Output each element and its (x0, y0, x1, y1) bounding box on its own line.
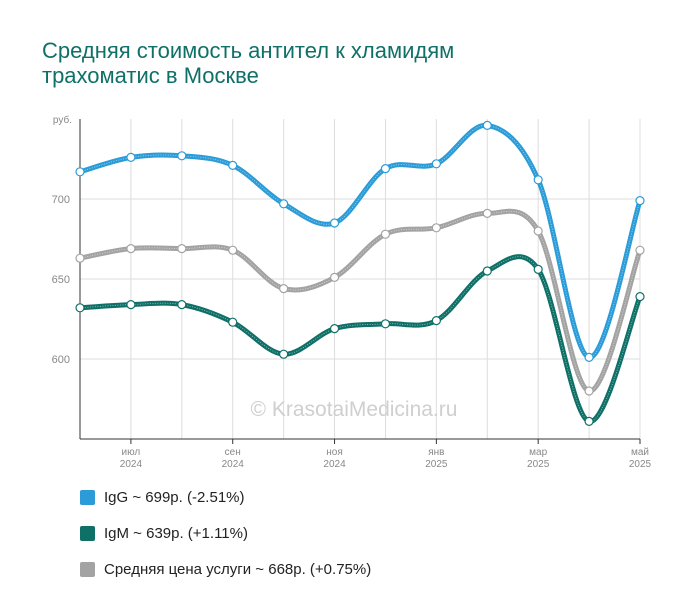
data-point (584, 352, 594, 362)
data-point (177, 244, 187, 254)
data-point (431, 223, 441, 233)
data-point (431, 316, 441, 326)
y-tick-label: 650 (52, 274, 70, 286)
legend-swatch (80, 526, 95, 541)
legend-swatch (80, 562, 95, 577)
data-point (584, 386, 594, 396)
chart-title: Средняя стоимость антител к хламидям тра… (42, 38, 602, 88)
x-tick-label-month: мар (529, 447, 547, 458)
chart-title-line-2: трахоматис в Москве (42, 63, 259, 88)
data-point (279, 199, 289, 209)
data-point (126, 152, 136, 162)
x-tick-label-year: 2024 (120, 459, 143, 470)
data-point (635, 292, 645, 302)
y-tick-label: 600 (52, 354, 70, 366)
data-point (177, 151, 187, 161)
x-tick-label-month: ноя (326, 447, 343, 458)
x-tick-label-month: янв (428, 447, 444, 458)
data-point (635, 245, 645, 255)
legend-swatch (80, 490, 95, 505)
data-point (380, 164, 391, 174)
data-point (279, 284, 289, 294)
x-tick-label-year: 2025 (527, 459, 550, 470)
data-point (482, 120, 492, 131)
data-point (228, 160, 238, 170)
data-point (380, 229, 391, 239)
x-tick-label-year: 2025 (629, 459, 652, 470)
data-point (635, 196, 645, 206)
data-point (431, 159, 441, 169)
chart-title-line-1: Средняя стоимость антител к хламидям (42, 38, 455, 63)
x-tick-label-year: 2024 (222, 459, 245, 470)
data-point (482, 208, 492, 218)
data-point (75, 303, 85, 313)
data-point (533, 175, 543, 185)
data-point (329, 272, 340, 282)
x-tick-label-month: июл (122, 447, 141, 458)
legend-label: IgG ~ 699р. (-2.51%) (104, 489, 245, 506)
data-point (329, 218, 340, 228)
data-point (533, 226, 543, 236)
watermark: © KrasotaiMedicina.ru (251, 398, 458, 421)
x-tick-label-month: май (631, 447, 649, 458)
legend-label: Средняя цена услуги ~ 668р. (+0.75%) (104, 561, 372, 578)
x-tick-label-year: 2024 (323, 459, 346, 470)
data-point (126, 244, 136, 254)
data-point (482, 266, 492, 276)
data-point (228, 245, 238, 255)
data-point (126, 300, 136, 310)
data-point (279, 349, 289, 359)
data-point (228, 317, 238, 327)
data-point (75, 167, 85, 177)
data-point (75, 253, 85, 263)
x-tick-label-year: 2025 (425, 459, 448, 470)
y-axis-unit: руб. (53, 114, 72, 126)
legend-label: IgM ~ 639р. (+1.11%) (104, 525, 248, 542)
data-point (177, 300, 187, 310)
x-tick-label-month: сен (225, 447, 241, 458)
data-point (584, 416, 594, 426)
data-point (329, 324, 340, 334)
data-point (380, 319, 391, 329)
data-point (533, 264, 543, 274)
y-tick-label: 700 (52, 194, 70, 206)
